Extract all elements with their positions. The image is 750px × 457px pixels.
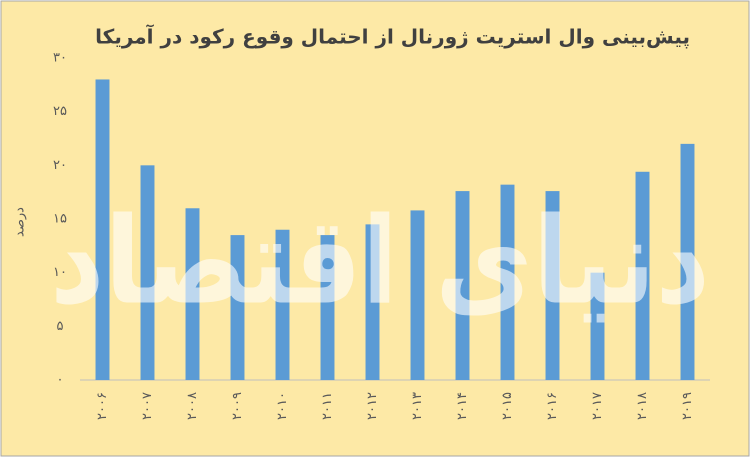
bar xyxy=(500,184,515,380)
bar xyxy=(320,235,335,380)
bar xyxy=(95,79,110,380)
bar xyxy=(680,143,695,380)
watermark: دنیای اقتصاد xyxy=(50,193,710,332)
y-tick-label: ۳۰ xyxy=(53,51,67,66)
bar xyxy=(635,171,650,380)
x-tick-label: ۲۰۱۴ xyxy=(455,392,470,420)
y-tick-label: ۱۰ xyxy=(53,265,67,280)
chart-title: پیش‌بینی وال استریت ژورنال از احتمال وقو… xyxy=(95,24,690,50)
bar xyxy=(140,165,155,380)
y-tick-label: ۱۵ xyxy=(53,212,67,227)
x-tick-label: ۲۰۱۱ xyxy=(320,392,335,420)
x-tick-label: ۲۰۱۵ xyxy=(500,392,515,420)
bar xyxy=(275,229,290,380)
y-tick-label: ۵ xyxy=(57,319,64,334)
x-tick-label: ۲۰۱۸ xyxy=(635,392,650,420)
bar xyxy=(185,208,200,380)
x-tick-label: ۲۰۰۶ xyxy=(95,392,110,420)
bar xyxy=(590,272,605,380)
x-tick-label: ۲۰۱۳ xyxy=(410,392,425,420)
x-tick-label: ۲۰۱۹ xyxy=(680,392,695,420)
x-tick-label: ۲۰۱۲ xyxy=(365,392,380,420)
y-tick-label: ۲۵ xyxy=(53,104,67,119)
x-tick-label: ۲۰۱۷ xyxy=(590,392,605,420)
y-axis-label: درصد xyxy=(13,207,28,237)
x-tick-label: ۲۰۰۹ xyxy=(230,392,245,420)
x-tick-label: ۲۰۱۰ xyxy=(275,392,290,420)
y-tick-label: ۰ xyxy=(57,373,64,388)
bar xyxy=(545,191,560,380)
bar xyxy=(455,191,470,380)
x-tick-label: ۲۰۰۸ xyxy=(185,392,200,420)
bar xyxy=(365,224,380,380)
x-tick-label: ۲۰۱۶ xyxy=(545,392,560,420)
bar xyxy=(230,235,245,380)
bar xyxy=(410,210,425,380)
y-tick-label: ۲۰ xyxy=(53,158,67,173)
x-tick-label: ۲۰۰۷ xyxy=(140,392,155,420)
